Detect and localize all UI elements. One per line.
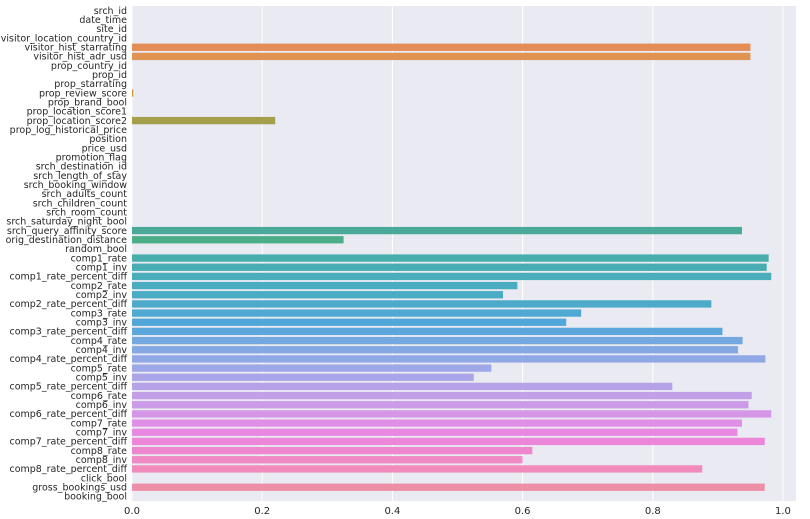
y-tick-label: visitor_location_country_id — [1, 33, 127, 44]
y-tick-label: visitor_hist_starrating — [24, 43, 127, 54]
y-tick-label: prop_log_historical_price — [10, 125, 127, 136]
bar — [132, 309, 582, 317]
y-tick-label: srch_id — [94, 6, 127, 17]
bar — [132, 336, 743, 345]
y-tick-label: srch_adults_count — [42, 189, 128, 200]
bar — [132, 52, 751, 61]
y-tick-label: random_bool — [65, 244, 127, 255]
bar — [132, 456, 523, 464]
bar — [132, 43, 751, 51]
y-tick-label: comp2_rate_percent_diff — [9, 299, 127, 310]
y-tick-label: srch_saturday_night_bool — [6, 217, 127, 228]
bar — [132, 281, 518, 290]
y-tick-label: comp5_inv — [76, 373, 128, 384]
y-tick-label: comp7_rate_percent_diff — [9, 437, 127, 448]
bar — [132, 446, 533, 455]
y-tick-label: prop_country_id — [51, 61, 127, 72]
y-tick-label: comp1_rate_percent_diff — [9, 272, 127, 283]
bar — [132, 327, 723, 336]
y-tick-label: orig_destination_distance — [6, 235, 128, 246]
bar — [132, 419, 742, 427]
y-tick-label: comp7_inv — [76, 428, 128, 439]
x-tick-label: 0.2 — [254, 506, 270, 517]
y-tick-label: srch_length_of_stay — [33, 171, 127, 182]
bar — [132, 437, 765, 446]
y-tick-labels: srch_iddate_timesite_idvisitor_location_… — [1, 6, 128, 503]
y-tick-label: comp3_rate_percent_diff — [9, 327, 127, 338]
bar — [132, 483, 765, 491]
bar — [132, 254, 769, 262]
bar — [132, 263, 767, 271]
bar — [132, 355, 766, 363]
bar — [132, 373, 474, 381]
y-tick-label: comp4_rate_percent_diff — [9, 354, 127, 365]
bar — [132, 291, 504, 299]
y-tick-label: comp8_inv — [76, 455, 128, 466]
plot-area — [132, 6, 796, 501]
y-tick-label: comp5_rate_percent_diff — [9, 382, 127, 393]
x-tick-label: 1.0 — [775, 506, 791, 517]
bar — [132, 346, 739, 354]
bar — [132, 410, 772, 418]
x-tick-label: 0.4 — [384, 506, 400, 517]
bar — [132, 318, 567, 326]
y-tick-label: comp8_rate — [71, 446, 128, 457]
y-tick-label: comp6_rate — [71, 391, 128, 402]
x-tick-label: 0.0 — [124, 506, 140, 517]
y-tick-label: booking_bool — [64, 492, 127, 503]
x-tick-label: 0.6 — [515, 506, 531, 517]
y-tick-label: comp5_rate — [71, 363, 128, 374]
bars — [132, 43, 772, 491]
y-tick-label: comp4_inv — [76, 345, 128, 356]
y-tick-label: prop_id — [92, 70, 127, 81]
y-tick-label: comp7_rate — [71, 418, 128, 429]
y-tick-label: position — [89, 134, 127, 145]
y-tick-label: price_usd — [82, 143, 127, 154]
y-tick-label: prop_review_score — [39, 88, 127, 99]
y-tick-label: gross_bookings_usd — [32, 483, 127, 494]
y-tick-label: comp3_rate — [71, 308, 128, 319]
bar — [132, 116, 276, 125]
bar — [132, 465, 703, 473]
gridlines — [131, 6, 784, 501]
y-tick-label: site_id — [96, 24, 127, 35]
bar — [132, 382, 673, 391]
y-tick-label: prop_location_score1 — [27, 107, 127, 118]
y-tick-label: click_bool — [81, 473, 127, 484]
y-tick-label: comp3_inv — [76, 318, 128, 329]
y-tick-label: comp2_rate — [71, 281, 128, 292]
y-tick-label: srch_room_count — [46, 208, 127, 219]
y-tick-label: comp4_rate — [71, 336, 128, 347]
y-tick-label: promotion_flag — [56, 153, 127, 164]
y-tick-label: comp1_inv — [76, 263, 128, 274]
y-tick-label: comp6_inv — [76, 400, 128, 411]
y-tick-label: srch_children_count — [33, 198, 128, 209]
bar — [132, 401, 749, 409]
y-tick-label: srch_booking_window — [24, 180, 128, 191]
y-tick-label: comp2_inv — [76, 290, 128, 301]
y-tick-label: comp1_rate — [71, 253, 128, 264]
x-tick-label: 0.8 — [645, 506, 661, 517]
y-tick-label: prop_starrating — [54, 79, 127, 90]
bar — [132, 272, 772, 281]
y-tick-label: srch_destination_id — [36, 162, 127, 173]
bar — [132, 300, 712, 308]
bar — [132, 428, 738, 436]
x-tick-labels: 0.0 0.2 0.4 0.6 0.8 1.0 — [124, 506, 791, 517]
y-tick-label: date_time — [79, 15, 127, 26]
bar — [132, 364, 492, 372]
y-tick-label: prop_location_score2 — [27, 116, 127, 127]
bar — [132, 226, 742, 235]
y-tick-label: visitor_hist_adr_usd — [33, 52, 127, 63]
y-tick-label: prop_brand_bool — [48, 98, 127, 109]
bar — [132, 89, 134, 97]
y-tick-label: srch_query_affinity_score — [7, 226, 127, 237]
y-tick-label: comp6_rate_percent_diff — [9, 409, 127, 420]
bar — [132, 236, 344, 244]
y-tick-label: comp8_rate_percent_diff — [9, 464, 127, 475]
bar — [132, 391, 752, 400]
